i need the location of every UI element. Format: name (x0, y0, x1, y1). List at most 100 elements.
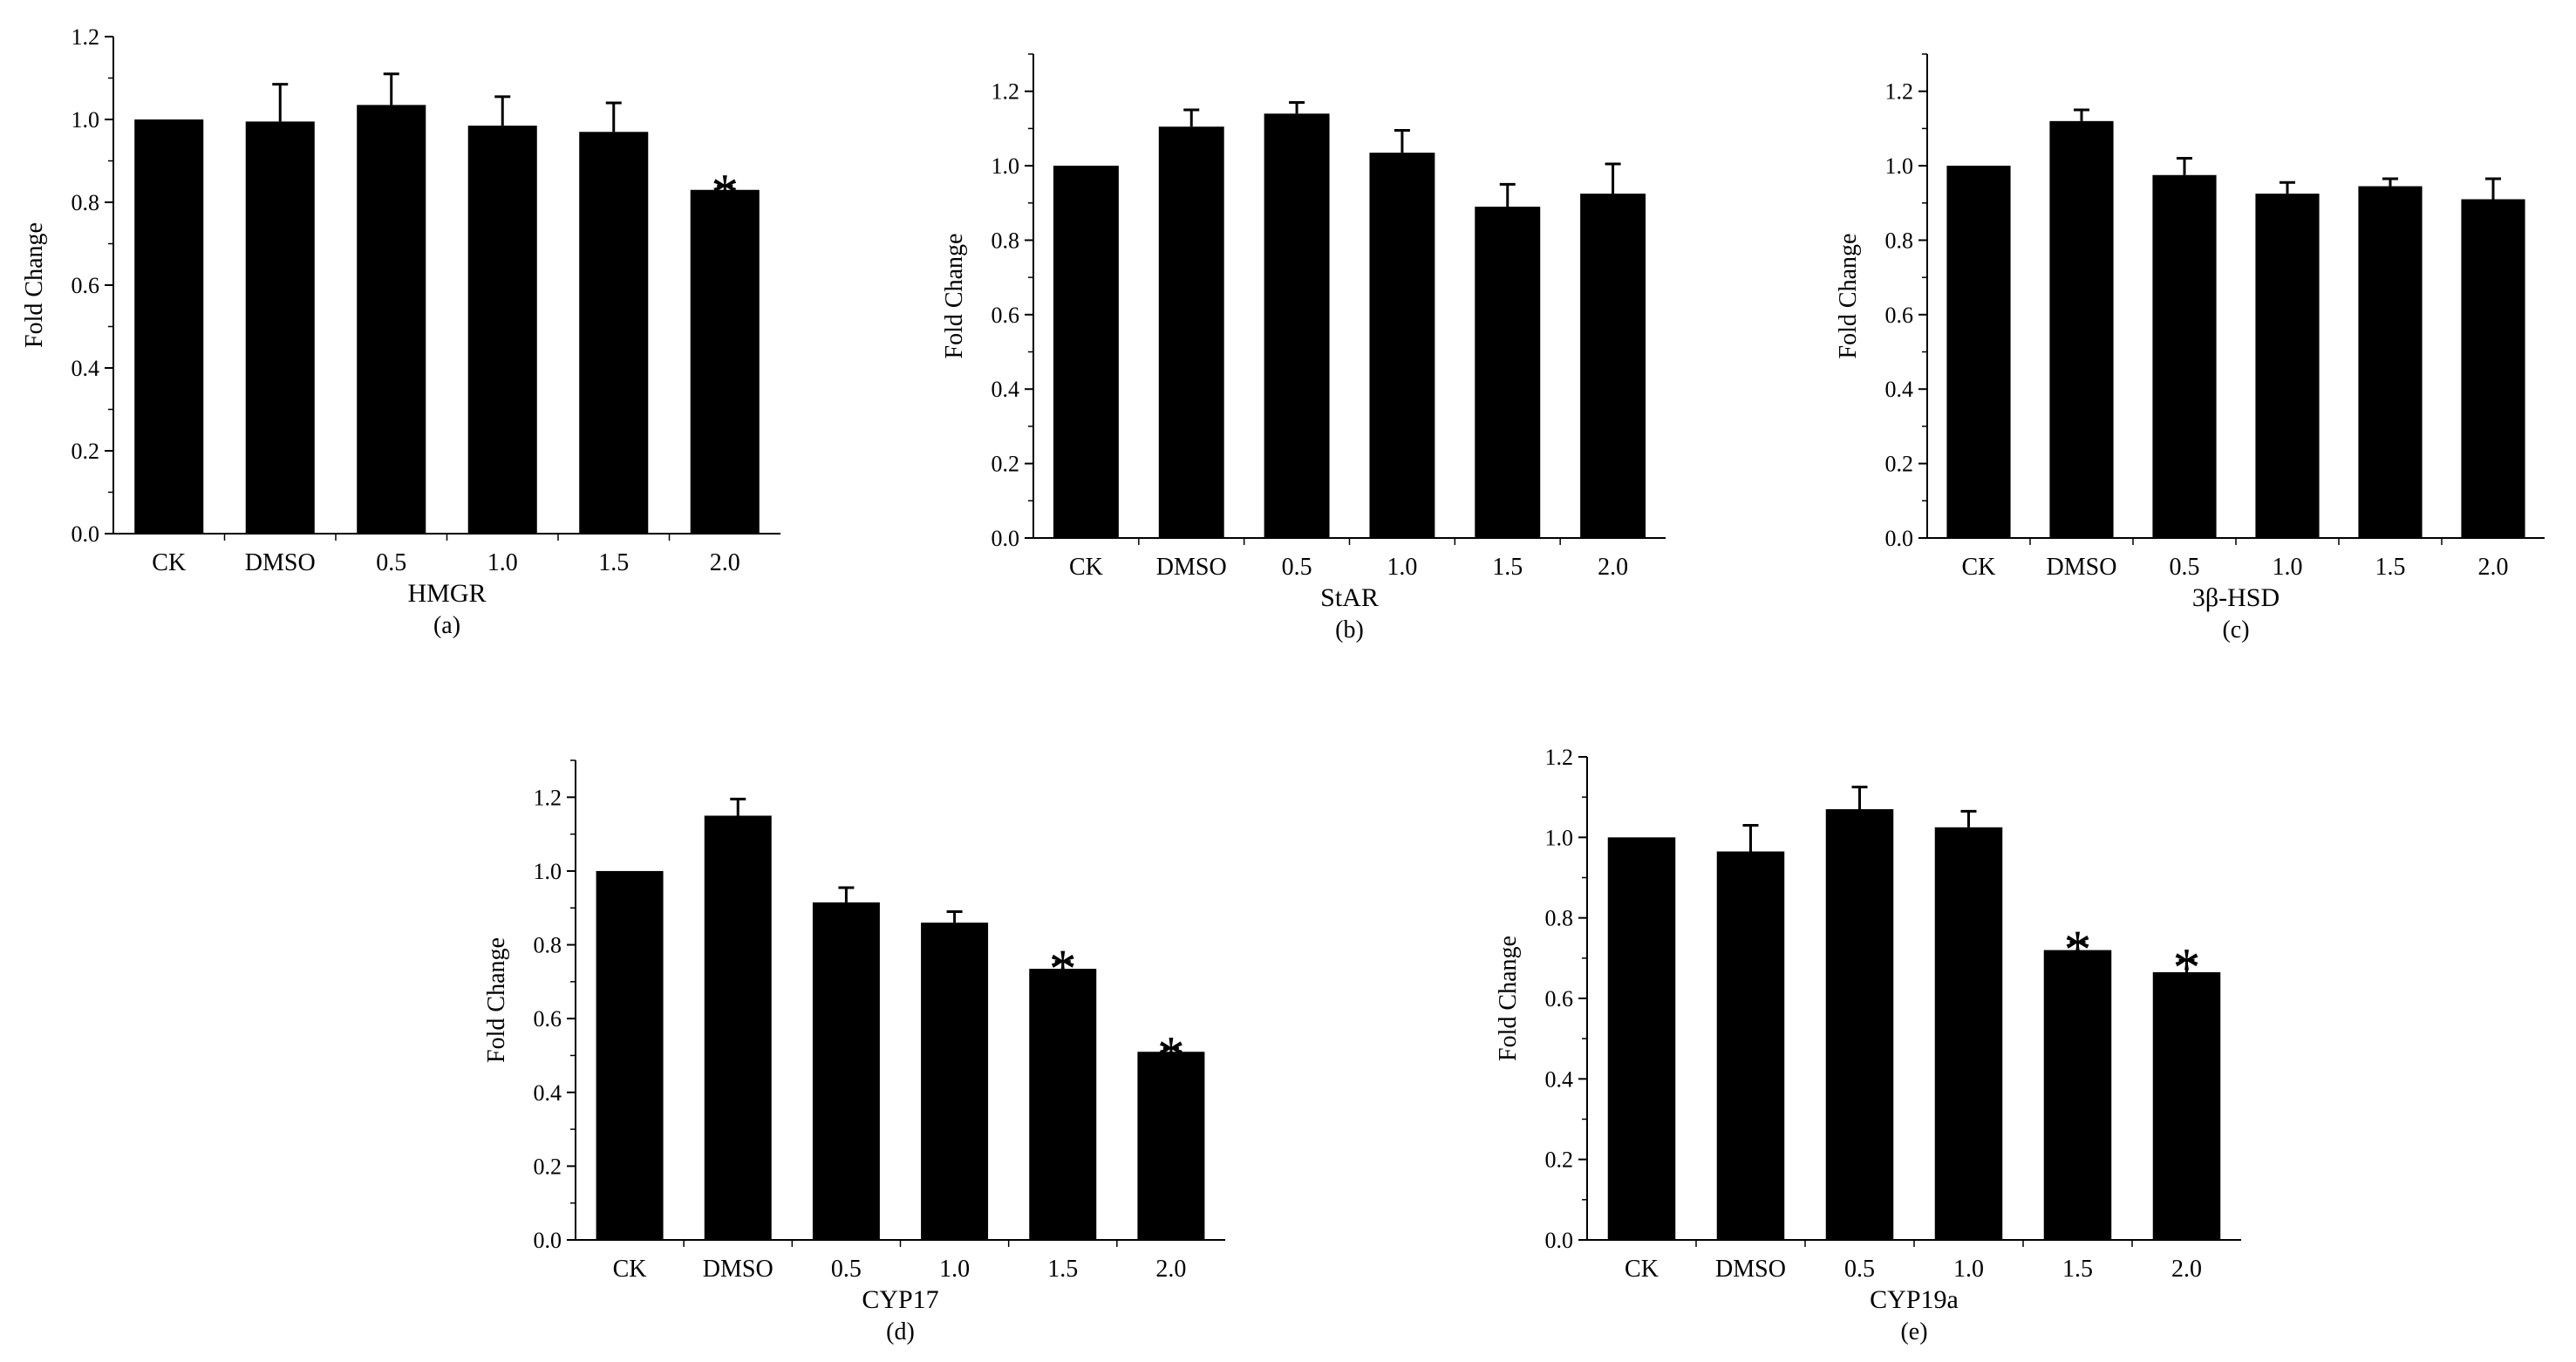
x-category-label: 1.0 (2273, 554, 2303, 581)
bar (1264, 113, 1330, 539)
x-category-label: CK (1962, 554, 1996, 581)
x-category-label: 0.5 (831, 1256, 862, 1283)
y-tick-label: 0.4 (992, 377, 1020, 402)
y-tick-label: 0.8 (1545, 906, 1574, 931)
x-category-label: DMSO (2047, 554, 2117, 581)
panel-label: (e) (1900, 1318, 1927, 1345)
bar (690, 189, 760, 534)
panel-label: (c) (2222, 616, 2249, 644)
x-category-label: 1.5 (2375, 554, 2406, 581)
significance-star: * (2064, 918, 2092, 980)
x-category-label: CK (1069, 554, 1103, 581)
y-tick-label: 0.6 (1545, 986, 1574, 1011)
bar (357, 105, 426, 534)
x-axis-title: 3β-HSD (2192, 583, 2280, 612)
chart-panel: 0.0 0.2 0.4 0.6 0.8 1.0 1.2 CK DMSO 0.5 1.0 1.5 * 2.0… (483, 759, 1225, 1345)
y-tick-label: 0.8 (534, 933, 562, 958)
panel-label: (d) (886, 1318, 915, 1345)
x-category-label: 0.5 (2170, 554, 2200, 581)
y-tick-label: 1.0 (72, 107, 100, 133)
y-axis-title: Fold Change (941, 234, 968, 359)
x-category-label: 1.0 (1387, 554, 1417, 581)
x-category-label: 1.5 (2062, 1256, 2093, 1283)
bar (1946, 166, 2011, 539)
bar (2152, 971, 2221, 1240)
bar (2152, 174, 2217, 538)
y-axis-title: Fold Change (483, 937, 510, 1063)
x-category-label: 1.0 (487, 549, 518, 576)
y-tick-label: 0.4 (72, 356, 100, 381)
y-tick-label: 0.8 (1885, 228, 1914, 253)
panel-label: (b) (1335, 616, 1364, 644)
bar (596, 870, 664, 1240)
bar (1475, 207, 1541, 539)
x-category-label: 0.5 (376, 549, 406, 576)
y-tick-label: 0.4 (534, 1080, 562, 1106)
bar (579, 132, 649, 534)
x-category-label: 1.5 (598, 549, 629, 576)
bar (2255, 194, 2320, 538)
bar (2461, 199, 2525, 538)
bar (1137, 1052, 1205, 1240)
y-axis-title: Fold Change (1495, 936, 1522, 1061)
y-tick-label: 0.6 (992, 303, 1020, 328)
y-tick-label: 1.2 (992, 79, 1020, 105)
y-axis-title: Fold Change (21, 222, 48, 348)
significance-star: * (1049, 938, 1077, 1000)
bar (467, 126, 537, 534)
panel-label: (a) (433, 612, 460, 639)
y-tick-label: 1.2 (1545, 745, 1574, 770)
x-category-label: 2.0 (2171, 1256, 2202, 1283)
y-tick-label: 0.0 (534, 1228, 562, 1253)
y-tick-label: 0.6 (1885, 303, 1914, 328)
chart-panel: 0.0 0.2 0.4 0.6 0.8 1.0 1.2 CK DMSO 0.5 1.0 1.5 * 2.0… (1495, 745, 2241, 1345)
bar (704, 815, 772, 1240)
x-axis-title: CYP19a (1870, 1285, 1959, 1314)
x-category-label: 1.5 (1492, 554, 1523, 581)
y-tick-label: 0.6 (72, 273, 100, 298)
y-tick-label: 0.2 (992, 452, 1020, 477)
bar (1158, 126, 1224, 538)
x-category-label: 2.0 (1155, 1256, 1186, 1283)
y-tick-label: 0.4 (1885, 377, 1914, 402)
y-tick-label: 0.0 (1885, 526, 1914, 551)
y-tick-label: 0.2 (72, 439, 100, 464)
y-tick-label: 1.2 (72, 24, 100, 50)
x-axis-title: CYP17 (862, 1285, 938, 1314)
bar (2043, 950, 2112, 1240)
y-tick-label: 0.0 (1545, 1228, 1574, 1253)
y-tick-label: 0.8 (992, 228, 1020, 253)
bar (245, 121, 315, 534)
x-category-label: CK (1625, 1256, 1659, 1283)
x-category-label: DMSO (245, 549, 316, 576)
y-tick-label: 0.0 (992, 526, 1020, 551)
chart-panel: 0.0 0.2 0.4 0.6 0.8 1.0 1.2 CK DMSO 0.5 1.0 1.5 2.0 S… (941, 53, 1666, 644)
y-tick-label: 1.2 (534, 785, 562, 810)
x-category-label: 2.0 (710, 549, 740, 576)
x-category-label: 2.0 (1598, 554, 1628, 581)
y-tick-label: 0.2 (1885, 452, 1914, 477)
bar (1934, 827, 2003, 1240)
bar (134, 119, 204, 534)
x-axis-title: HMGR (407, 579, 486, 608)
bar (1825, 809, 1894, 1240)
x-category-label: 2.0 (2478, 554, 2509, 581)
bar (2358, 186, 2423, 539)
bar (1029, 969, 1097, 1240)
x-category-label: DMSO (703, 1256, 773, 1283)
y-tick-label: 1.0 (1545, 825, 1574, 850)
chart-panel: 0.0 0.2 0.4 0.6 0.8 1.0 1.2 CK DMSO 0.5 1.0 1.5 2.0 *… (21, 24, 780, 639)
bar (2049, 120, 2114, 538)
bar (921, 923, 989, 1240)
y-tick-label: 0.2 (534, 1154, 562, 1179)
x-category-label: CK (152, 549, 186, 576)
y-tick-label: 1.0 (1885, 153, 1914, 179)
y-tick-label: 0.2 (1545, 1147, 1574, 1173)
bar (1053, 166, 1119, 539)
x-category-label: 0.5 (1282, 554, 1312, 581)
bar (1607, 837, 1676, 1240)
bar (1580, 194, 1646, 538)
x-category-label: 1.0 (939, 1256, 970, 1283)
y-tick-label: 1.0 (992, 153, 1020, 179)
y-tick-label: 1.0 (534, 859, 562, 884)
